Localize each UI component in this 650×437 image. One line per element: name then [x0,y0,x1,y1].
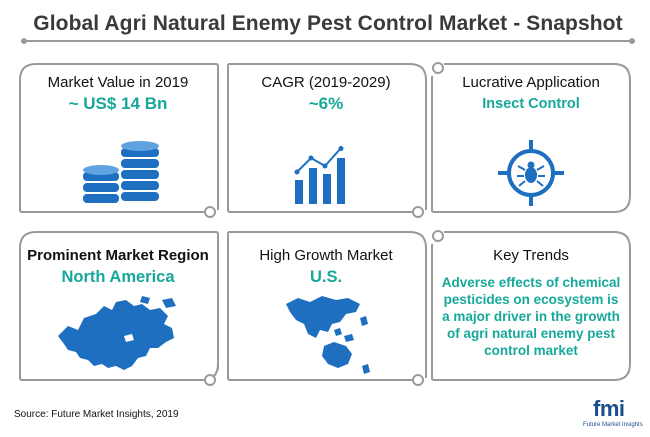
card-cagr: CAGR (2019-2029) ~6% [226,62,427,218]
application-heading: Lucrative Application [462,74,600,91]
card-market-value: Market Value in 2019 ~ US$ 14 Bn [18,62,219,218]
region-heading: Prominent Market Region [27,247,209,264]
logo-tagline: Future Market Insights [583,422,643,428]
trends-line: control market [484,343,578,358]
fmi-logo: fmi Future Market Insights [583,396,643,434]
north-america-map-icon [58,296,176,370]
title-bar: Global Agri Natural Enemy Pest Control M… [21,6,635,44]
card-frame [431,230,631,381]
logo-mark: fmi [593,396,625,421]
bar-chart-growth-icon [294,146,345,204]
card-frame [227,231,427,386]
card-frame [19,231,219,386]
market-value-heading: Market Value in 2019 [47,74,189,91]
cagr-value: ~6% [308,94,344,113]
trends-text: Adverse effects of chemical pesticides o… [430,274,632,359]
card-frame [227,63,427,218]
market-value-value: ~ US$ 14 Bn [68,94,168,113]
coin-stack-icon [83,141,159,203]
trends-line: a major driver in the growth [442,309,620,324]
card-application: Lucrative Application Insect Control [430,62,632,214]
asia-pacific-map-icon [286,296,370,374]
application-value: Insect Control [482,96,580,112]
trends-line: Adverse effects of chemical [441,275,621,290]
growth-heading: High Growth Market [259,247,393,264]
card-region: Prominent Market Region North America [18,230,219,386]
page-title: Global Agri Natural Enemy Pest Control M… [33,12,623,35]
trends-line: pesticides on ecosystem is [443,292,619,307]
title-divider-dot-left [21,38,27,44]
trends-line: of agri natural enemy pest [446,326,616,341]
trends-heading: Key Trends [493,247,569,264]
region-value: North America [61,268,175,286]
card-frame [431,62,631,213]
card-growth: High Growth Market U.S. [226,230,427,386]
card-frame [19,63,219,218]
title-divider-dot-right [629,38,635,44]
source-note: Source: Future Market Insights, 2019 [14,409,179,420]
bug-target-icon [498,140,564,206]
cagr-heading: CAGR (2019-2029) [261,74,391,91]
card-trends: Key Trends Adverse effects of chemical p… [430,230,632,382]
growth-value: U.S. [309,268,343,286]
